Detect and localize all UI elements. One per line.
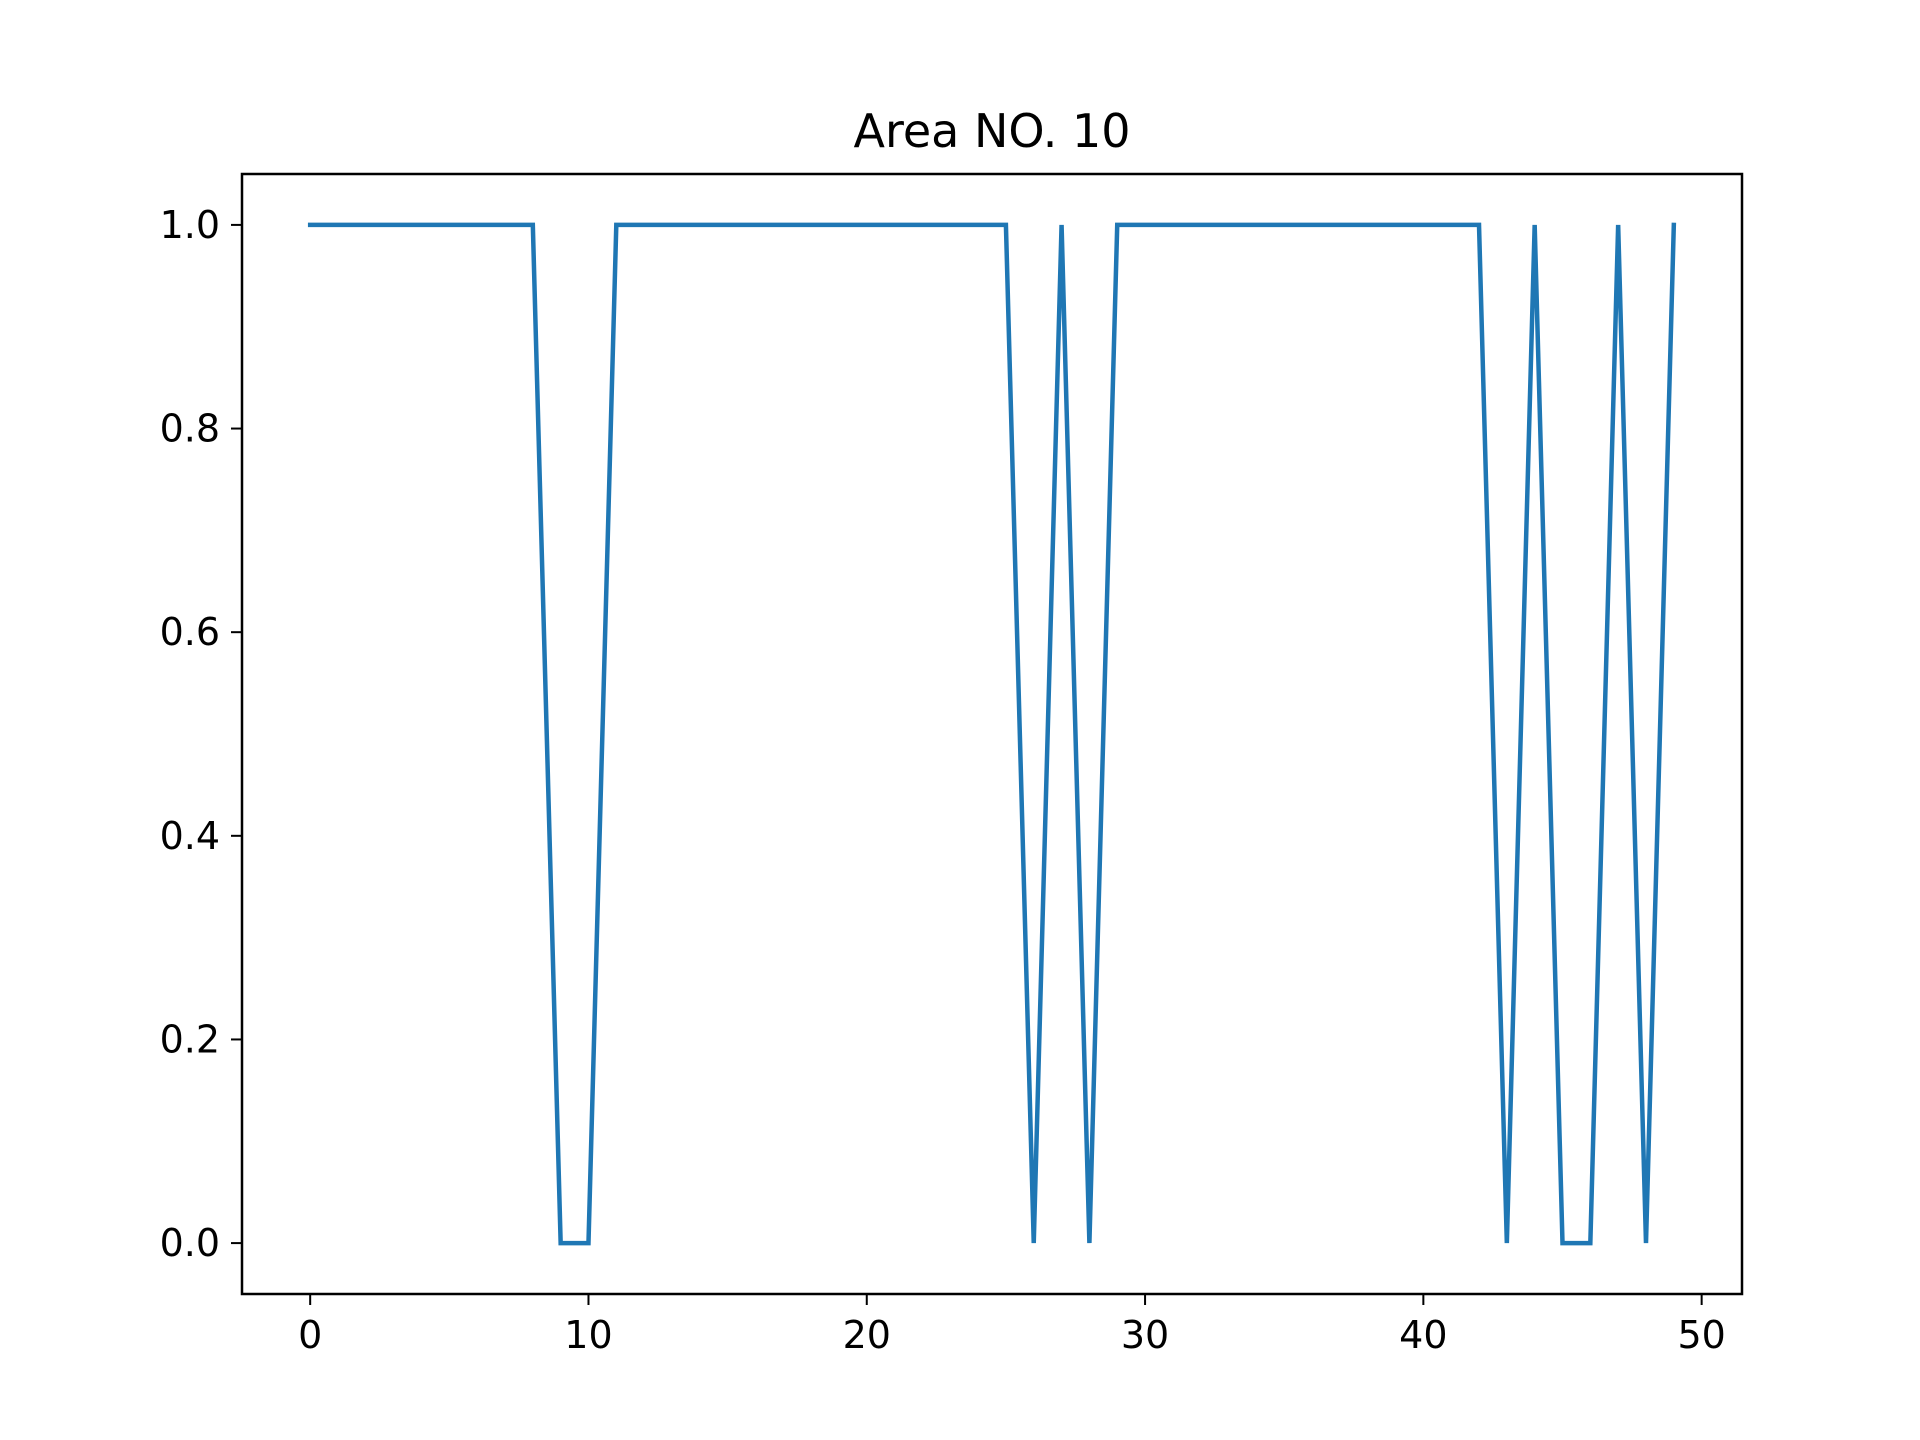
x-tick-label: 40	[1399, 1313, 1447, 1357]
x-axis: 0 10 20 30 40 50	[298, 1294, 1726, 1357]
x-tick-label: 0	[298, 1313, 322, 1357]
series-line-0	[307, 222, 1677, 1246]
x-tick-label: 50	[1677, 1313, 1725, 1357]
y-tick-label: 0.8	[160, 407, 220, 451]
axes-frame	[240, 172, 1744, 1296]
y-tick-label: 1.0	[160, 203, 220, 247]
y-axis: 0.0 0.2 0.4 0.6 0.8 1.0	[160, 203, 242, 1265]
y-tick-label: 0.0	[160, 1221, 220, 1265]
y-tick-label: 0.2	[160, 1017, 220, 1061]
x-tick-label: 10	[564, 1313, 612, 1357]
x-tick-label: 20	[843, 1313, 891, 1357]
x-tick-label: 30	[1121, 1313, 1169, 1357]
y-tick-label: 0.4	[160, 814, 220, 858]
series-layer	[307, 222, 1677, 1246]
chart-title: Area NO. 10	[853, 104, 1130, 158]
y-tick-label: 0.6	[160, 610, 220, 654]
